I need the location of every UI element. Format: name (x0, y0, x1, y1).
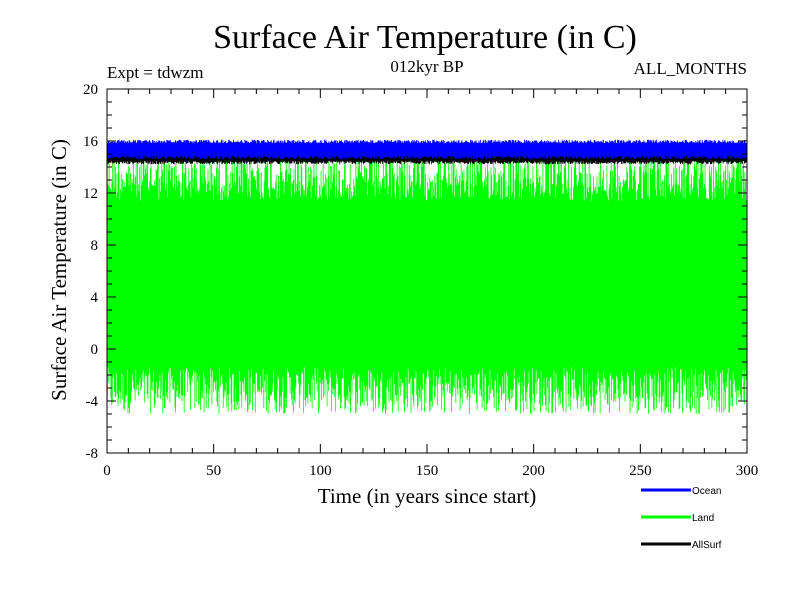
x-tick-label: 250 (629, 463, 652, 479)
series-line-land (106, 154, 748, 414)
chart-title: Surface Air Temperature (in C) (213, 19, 637, 56)
legend-label-allsurf: AllSurf (692, 540, 722, 551)
y-tick-label: 20 (83, 82, 98, 98)
legend: Ocean Land AllSurf (641, 486, 722, 551)
x-tick-label: 100 (309, 463, 332, 479)
expt-label: Expt = tdwzm (107, 63, 203, 82)
x-tick-label: 300 (736, 463, 759, 479)
y-tick-label: 8 (91, 238, 99, 254)
y-tick-label: 4 (91, 290, 99, 306)
y-tick-label: 0 (91, 342, 99, 358)
y-tick-label: 16 (83, 134, 99, 150)
series-line-ocean (106, 139, 748, 160)
x-tick-label: 0 (103, 463, 111, 479)
axes: 0 50 100 150 200 250 300 -8 -4 0 4 8 12 16 20 (83, 82, 758, 479)
plot-area (106, 139, 748, 414)
y-tick-label: 12 (83, 186, 98, 202)
legend-label-ocean: Ocean (692, 486, 721, 497)
x-axis-label: Time (in years since start) (318, 484, 537, 508)
y-tick-label: -8 (86, 446, 99, 462)
x-tick-label: 150 (416, 463, 439, 479)
months-label: ALL_MONTHS (634, 59, 747, 78)
x-tick-label: 200 (522, 463, 545, 479)
legend-label-land: Land (692, 513, 714, 524)
y-tick-label: -4 (86, 394, 99, 410)
period-label: 012kyr BP (390, 57, 463, 76)
x-tick-label: 50 (206, 463, 221, 479)
y-axis-label: Surface Air Temperature (in C) (47, 139, 71, 401)
